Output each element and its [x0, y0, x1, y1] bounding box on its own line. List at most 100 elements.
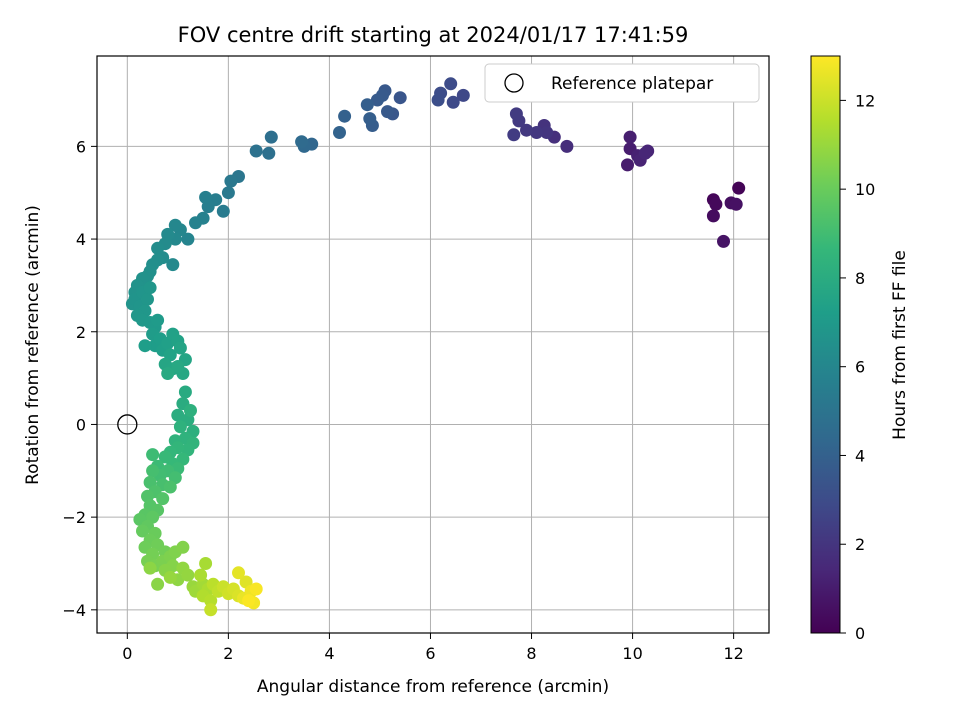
x-tick-label: 8: [526, 644, 536, 663]
x-tick-label: 6: [425, 644, 435, 663]
y-tick-label: −2: [62, 508, 86, 527]
scatter-point: [136, 524, 149, 538]
scatter-point: [224, 174, 238, 188]
scatter-point: [370, 93, 384, 107]
y-tick-label: 0: [76, 415, 86, 434]
scatter-point: [199, 557, 213, 570]
scatter-point: [181, 568, 195, 582]
scatter-point: [151, 241, 165, 255]
colorbar-tick-label: 12: [855, 91, 875, 110]
y-axis-label: Rotation from reference (arcmin): [23, 205, 43, 485]
scatter-point: [623, 130, 637, 144]
legend-box: [484, 63, 760, 103]
colorbar-tick-label: 2: [855, 535, 865, 554]
y-tick-label: −4: [62, 601, 86, 620]
x-tick-label: 2: [223, 644, 233, 663]
scatter-point: [360, 98, 374, 112]
scatter-point: [138, 339, 152, 353]
scatter-point: [732, 181, 746, 195]
scatter-point: [163, 570, 177, 584]
scatter-point: [264, 130, 278, 144]
plot-area-frame: [96, 55, 770, 634]
scatter-point: [143, 561, 157, 575]
scatter-point: [530, 126, 544, 139]
scatter-point: [232, 566, 245, 580]
scatter-point: [158, 450, 172, 464]
scatter-point: [146, 448, 160, 462]
chart-title: FOV centre drift starting at 2024/01/17 …: [178, 23, 689, 47]
legend-entry-reference: Reference platepar: [551, 74, 713, 94]
colorbar-tick-label: 0: [855, 624, 865, 643]
scatter-point: [431, 93, 445, 107]
scatter-point: [717, 234, 730, 248]
scatter-point: [171, 360, 185, 373]
scatter-point: [560, 139, 574, 153]
scatter-point: [709, 197, 723, 211]
scatter-point: [221, 186, 235, 200]
scatter-point: [143, 281, 157, 295]
scatter-point: [381, 105, 394, 119]
scatter-point: [161, 367, 175, 380]
scatter-point: [509, 107, 523, 121]
reference-marker-layer: [117, 414, 138, 435]
x-tick-label: 10: [622, 644, 642, 663]
colorbar-tick-label: 10: [855, 180, 875, 199]
x-tick-label: 0: [122, 644, 132, 663]
grid-lines: [97, 56, 769, 633]
scatter-point: [156, 492, 170, 506]
x-tick-label: 4: [324, 644, 334, 663]
scatter-point: [173, 420, 187, 434]
x-axis-ticks: 0 2 4 6 8 10 12: [122, 633, 744, 663]
scatter-point: [621, 158, 634, 172]
scatter-point: [249, 144, 263, 158]
scatter-point: [163, 480, 177, 494]
scatter-points: [125, 77, 746, 617]
scatter-point: [444, 77, 458, 91]
scatter-point: [729, 197, 743, 211]
scatter-point: [146, 464, 160, 478]
scatter-point: [171, 408, 185, 422]
y-tick-label: 6: [76, 137, 86, 156]
scatter-point: [333, 126, 346, 139]
scatter-point: [242, 594, 256, 608]
colorbar-tick-label: 4: [855, 446, 865, 465]
scatter-point: [216, 204, 230, 218]
scatter-point: [363, 112, 377, 126]
colorbar-ticks: 0 2 4 6 8 10 12: [840, 91, 875, 643]
colorbar-tick-label: 6: [855, 358, 865, 377]
scatter-point: [520, 123, 533, 137]
scatter-point: [540, 126, 554, 139]
scatter-point: [393, 91, 407, 105]
scatter-point: [706, 209, 720, 223]
scatter-point: [151, 313, 165, 327]
legend: Reference platepar: [484, 63, 760, 103]
scatter-point: [204, 594, 218, 608]
y-tick-label: 2: [76, 323, 86, 342]
y-axis-ticks: −4 −2 0 2 4 6: [62, 137, 97, 620]
scatter-point: [249, 582, 263, 596]
scatter-point: [189, 216, 202, 230]
colorbar-tick-label: 8: [855, 269, 865, 288]
colorbar: 0 2 4 6 8 10 12 Hours from first FF file: [810, 55, 910, 643]
scatter-point: [338, 109, 352, 123]
scatter-point: [184, 404, 197, 417]
legend-marker-reference: [504, 73, 524, 93]
scatter-point: [199, 190, 213, 204]
scatter-point: [262, 146, 276, 160]
scatter-point: [456, 88, 470, 102]
scatter-point: [141, 292, 154, 306]
scatter-point: [166, 258, 180, 272]
x-tick-label: 12: [723, 644, 743, 663]
colorbar-gradient: [810, 55, 841, 634]
scatter-point: [446, 95, 460, 109]
colorbar-label: Hours from first FF file: [890, 250, 910, 440]
reference-platepar-marker: [117, 414, 138, 435]
scatter-point: [181, 232, 195, 246]
scatter-point: [204, 603, 218, 617]
scatter-point: [194, 568, 208, 582]
scatter-point: [638, 146, 652, 160]
scatter-point: [173, 341, 187, 355]
y-tick-label: 4: [76, 230, 86, 249]
scatter-point: [178, 385, 192, 399]
